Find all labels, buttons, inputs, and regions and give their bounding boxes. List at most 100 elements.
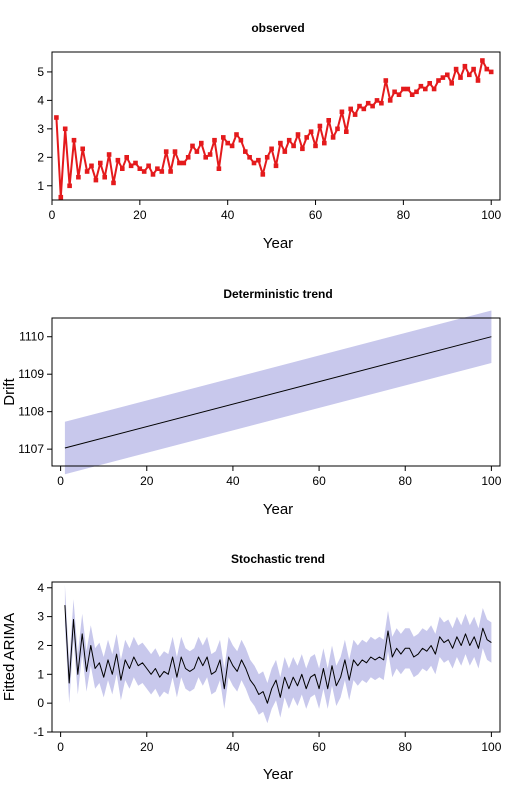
data-point [168,169,173,174]
data-point [330,135,336,140]
data-point [462,63,468,69]
plot-frame [51,51,501,201]
data-point [365,100,371,106]
data-point [155,166,160,171]
data-point [229,143,235,149]
x-tick-label: 100 [481,208,501,222]
y-tick-label: 1110 [19,330,44,344]
data-point [361,106,367,112]
x-tick-label: 20 [133,208,147,222]
data-point [269,146,274,152]
x-axis-ticks: 0 20 40 60 80 100 [57,466,502,488]
data-point [484,66,490,72]
y-tick-label: 2 [37,638,44,652]
data-point [243,149,248,154]
data-point [137,166,143,171]
data-point [115,157,121,163]
data-point [418,83,424,89]
data-point [133,160,138,166]
data-point [286,137,292,143]
data-point [251,160,257,166]
data-point [260,172,266,177]
marker-layer [54,58,494,200]
data-point [264,155,270,160]
x-tick-label: 0 [57,740,64,754]
x-axis-title: Year [263,235,293,252]
data-point [67,183,72,189]
data-point [357,103,362,109]
data-point [383,78,389,83]
y-tick-label: 3 [37,122,44,136]
confidence-band [64,584,492,724]
data-point [199,140,204,146]
data-point [445,72,450,78]
data-point [221,135,226,140]
x-axis-title: Year [263,766,293,783]
data-point [111,180,116,186]
chart-title: Deterministic trend [223,287,332,301]
data-point [387,98,393,103]
data-point [344,129,349,134]
series-line [55,59,492,199]
data-point [379,100,384,106]
data-point [212,137,217,143]
y-tick-label: -1 [33,725,44,739]
data-point [54,115,59,120]
data-point [80,146,85,152]
y-tick-label: 0 [37,696,44,710]
data-point [322,140,327,146]
data-point [124,155,129,160]
data-point [308,129,314,134]
y-axis-ticks: 1 2 3 4 5 [37,65,52,193]
x-tick-label: 0 [49,208,56,222]
y-tick-label: 5 [37,65,44,79]
y-tick-label: 1109 [18,367,44,381]
data-point [278,140,283,146]
data-point [181,160,187,166]
data-point [436,78,441,83]
x-tick-label: 20 [140,474,154,488]
x-tick-label: 40 [221,208,235,222]
data-point [295,132,301,137]
data-point [93,177,99,183]
data-point [150,172,156,177]
data-point [480,58,485,63]
y-tick-label: 1108 [18,405,44,419]
y-axis-ticks: -1 0 1 2 3 4 [33,581,52,739]
chart-title: observed [251,21,304,35]
data-point [163,149,169,154]
data-point [194,149,200,154]
plot-frame [51,581,501,733]
x-tick-label: 80 [399,474,413,488]
x-tick-label: 80 [397,208,411,222]
data-point [409,92,415,97]
x-tick-label: 20 [140,740,154,754]
x-tick-label: 60 [312,474,326,488]
x-tick-label: 60 [309,208,323,222]
data-point [401,86,406,92]
data-point [216,166,222,171]
data-point [313,143,318,149]
data-point [304,135,309,140]
data-point [185,155,191,160]
data-point [84,169,90,174]
data-point [370,103,375,109]
data-point [256,157,261,163]
panel-stochastic-trend: Stochastic trend 0 20 40 60 80 100 -1 0 1 2 3 4 Ye… [1,552,502,783]
data-point [414,89,419,95]
data-point [238,137,244,143]
panel-observed: observed 0 20 40 60 80 100 1 2 3 4 5 Year [37,21,501,252]
y-axis-title: Drift [1,377,18,405]
x-tick-label: 40 [226,474,240,488]
data-point [102,174,107,180]
panel-deterministic-trend: Deterministic trend 0 20 40 60 80 100 1107110… [1,287,502,518]
x-axis-ticks: 0 20 40 60 80 100 [49,200,502,222]
data-point [203,155,208,160]
y-axis-title: Fitted ARIMA [1,613,18,701]
data-point [159,169,165,174]
series-layer [64,605,492,704]
series-line [64,336,492,449]
data-point [405,86,411,92]
data-point [98,160,103,166]
